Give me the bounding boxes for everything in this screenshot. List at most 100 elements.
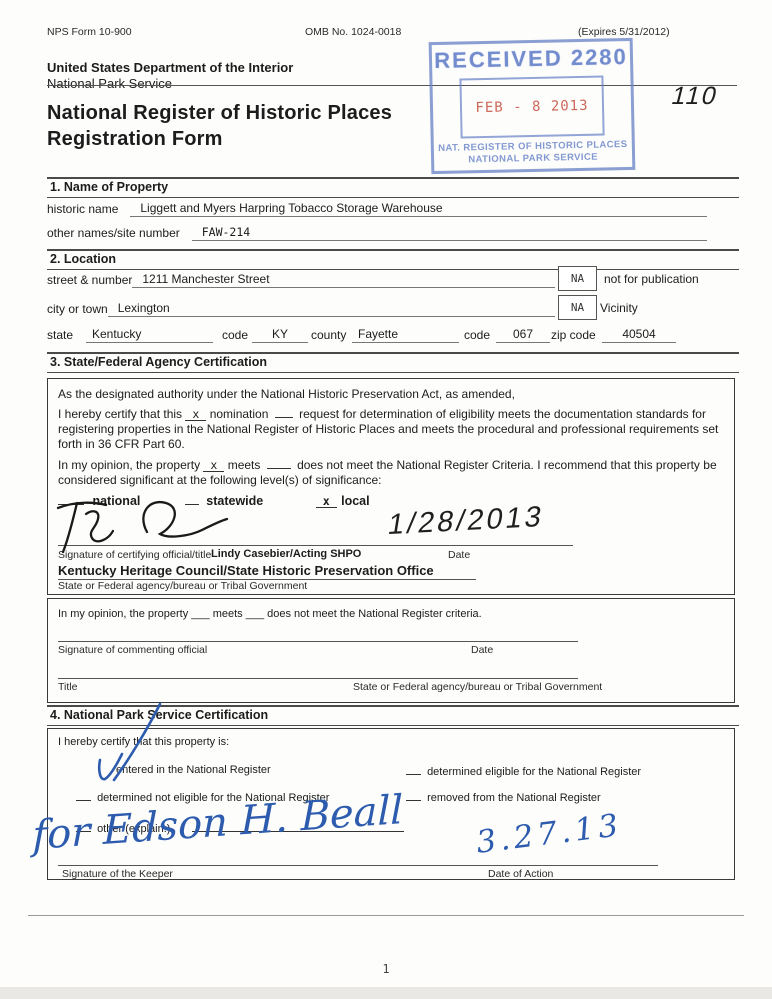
certification-box: As the designated authority under the Na…	[47, 378, 735, 595]
certify-paragraph: I hereby certify that this x nomination …	[58, 406, 728, 452]
omb-number: OMB No. 1024-0018	[305, 26, 402, 38]
nps-certify-text: I hereby certify that this property is:	[58, 736, 230, 748]
option-other-blank	[76, 820, 91, 832]
option-entered: entered in the National Register	[116, 763, 271, 777]
commenting-official-box: In my opinion, the property ___ meets __…	[47, 598, 735, 703]
na-vicinity-value: NA	[570, 301, 585, 314]
county-label: county	[311, 328, 347, 342]
option-not-eligible-label: determined not eligible for the National…	[97, 792, 330, 804]
expires-note: (Expires 5/31/2012)	[578, 26, 670, 38]
section1-heading: 1. Name of Property	[47, 177, 739, 198]
footer-divider	[28, 915, 744, 916]
option-not-eligible-blank	[76, 789, 91, 801]
section3-heading: 3. State/Federal Agency Certification	[47, 352, 739, 373]
state-code-label: code	[222, 328, 249, 342]
certify-post: request for determination of eligibility…	[58, 407, 719, 451]
certifying-official-signature	[56, 500, 229, 554]
entered-checkmark-icon	[97, 702, 162, 782]
historic-name-row: historic name Liggett and Myers Harpring…	[47, 201, 707, 217]
authority-text: As the designated authority under the Na…	[58, 387, 515, 401]
comment-text: In my opinion, the property ___ meets __…	[58, 608, 482, 620]
other-names-row: other names/site number FAW-214	[47, 225, 707, 241]
opinion-meets: meets	[227, 458, 261, 472]
form-title: National Register of Historic Places Reg…	[47, 100, 392, 152]
option-removed-label: removed from the National Register	[427, 792, 601, 804]
zip-label: zip code	[551, 328, 596, 342]
bureau-name: National Park Service	[47, 76, 172, 91]
option-other: other (explain:)	[76, 820, 407, 836]
option-eligible-label: determined eligible for the National Reg…	[427, 766, 642, 778]
statewide-blank	[184, 493, 199, 505]
stamp-org-text: NAT. REGISTER OF HISTORIC PLACES NATIONA…	[434, 139, 632, 166]
not-for-publication-label: not for publication	[604, 272, 699, 286]
certify-pre: I hereby certify that this	[58, 407, 183, 421]
nomination-checked-mark: x	[185, 408, 207, 421]
section4-heading: 4. National Park Service Certification	[47, 705, 739, 726]
form-title-line2: Registration Form	[47, 128, 223, 150]
certifying-date-label: Date	[448, 549, 471, 561]
option-removed: removed from the National Register	[406, 789, 601, 805]
form-title-line1: National Register of Historic Places	[47, 102, 393, 124]
street-label: street & number	[47, 273, 133, 287]
section2-heading: 2. Location	[47, 249, 739, 270]
stamp-date-text: FEB - 8 2013	[475, 97, 589, 117]
zip-value: 40504	[602, 327, 676, 343]
local-checked-mark: x	[315, 495, 337, 508]
level-statewide: statewide	[206, 494, 264, 508]
stamp-received-text: RECEIVED 2280	[433, 43, 629, 74]
county-code-value: 067	[496, 327, 550, 343]
option-eligible: determined eligible for the National Reg…	[406, 763, 641, 779]
stamp-date-box: FEB - 8 2013	[459, 75, 605, 139]
na-publication-value: NA	[570, 272, 585, 285]
title-line	[58, 678, 578, 679]
city-value: Lexington	[107, 301, 555, 317]
other-names-label: other names/site number	[47, 226, 180, 240]
state-code-value: KY	[252, 327, 308, 343]
option-removed-blank	[406, 789, 421, 801]
form-number: NPS Form 10-900	[47, 26, 132, 38]
opinion-post: does not meet the National Register Crit…	[58, 458, 717, 487]
request-blank	[274, 406, 293, 418]
county-code-label: code	[464, 328, 491, 342]
certifying-signature-label: Signature of certifying official/title	[58, 549, 212, 561]
historic-name-value: Liggett and Myers Harpring Tobacco Stora…	[130, 201, 707, 217]
meets-checked-mark: x	[203, 459, 225, 472]
level-local: local	[341, 494, 370, 508]
nps-certification-box: I hereby certify that this property is: …	[47, 728, 735, 880]
commenting-signature-label: Signature of commenting official	[58, 644, 208, 656]
does-not-meet-blank	[266, 457, 291, 469]
historic-name-label: historic name	[47, 202, 119, 216]
opinion-paragraph: In my opinion, the property x meets does…	[58, 457, 728, 488]
commenting-date-label: Date	[471, 644, 494, 656]
state-label: state	[47, 328, 74, 342]
other-explain-line	[191, 820, 404, 832]
title-label: Title	[58, 681, 78, 693]
certifying-signature-line	[58, 545, 573, 546]
header-divider	[47, 85, 737, 86]
date-of-action-label: Date of Action	[488, 868, 554, 880]
page-number: 1	[382, 962, 390, 976]
agency-name: Kentucky Heritage Council/State Historic…	[58, 563, 476, 580]
certify-nomination: nomination	[209, 407, 269, 421]
state-value: Kentucky	[86, 327, 213, 343]
city-row: city or town Lexington	[47, 301, 555, 317]
vicinity-label: Vicinity	[600, 301, 638, 315]
option-other-label: other (explain:)	[97, 823, 171, 835]
other-names-value: FAW-214	[191, 225, 707, 241]
street-row: street & number 1211 Manchester Street	[47, 272, 555, 288]
option-not-eligible: determined not eligible for the National…	[76, 789, 329, 805]
city-label: city or town	[47, 302, 108, 316]
keeper-signature-line	[58, 865, 658, 866]
street-value: 1211 Manchester Street	[132, 272, 555, 288]
received-stamp: RECEIVED 2280 FEB - 8 2013 NAT. REGISTER…	[428, 37, 636, 175]
agency-label: State or Federal agency/bureau or Tribal…	[58, 580, 308, 592]
county-value: Fayette	[352, 327, 459, 343]
comment-agency-label: State or Federal agency/bureau or Tribal…	[353, 681, 603, 693]
option-eligible-blank	[406, 763, 421, 775]
scan-edge-bar	[0, 987, 772, 999]
certifying-official-name: Lindy Casebier/Acting SHPO	[211, 548, 362, 560]
commenting-signature-line	[58, 641, 578, 642]
opinion-pre: In my opinion, the property	[58, 458, 201, 472]
not-for-publication-checkbox: NA	[558, 266, 597, 291]
